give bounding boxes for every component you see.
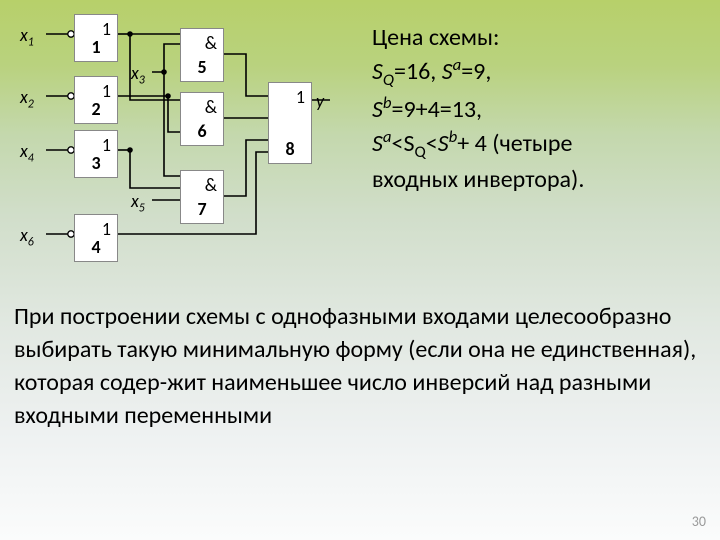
input-label-x6: x6	[20, 224, 34, 250]
gate-symbol: &	[181, 174, 217, 196]
junction-dot	[127, 147, 133, 153]
gate-g8: 18	[268, 82, 312, 164]
output-label-y: y	[316, 90, 324, 112]
cost-line3: Sb=9+4=13,	[372, 92, 702, 126]
wire	[222, 140, 268, 196]
gate-g2: 12	[74, 76, 118, 124]
cost-line5: входных инвертора).	[372, 164, 702, 196]
wire	[222, 54, 268, 96]
input-label-x1: x1	[20, 24, 34, 50]
gate-number: 1	[75, 36, 117, 58]
cost-line4: Sa<SQ<Sb+ 4 (четыре	[372, 126, 702, 163]
gate-g1: 11	[74, 14, 118, 62]
cost-text: Цена схемы: SQ=16, Sa=9, Sb=9+4=13, Sa<S…	[372, 22, 702, 196]
input-label-x2: x2	[20, 86, 34, 112]
wire	[130, 150, 180, 188]
gate-number: 8	[269, 138, 311, 160]
input-label-x3: x3	[131, 62, 145, 88]
gate-number: 5	[181, 56, 223, 78]
page-number: 30	[692, 513, 706, 530]
gate-number: 2	[75, 98, 117, 120]
gate-g4: 14	[74, 214, 118, 262]
gate-g3: 13	[74, 130, 118, 178]
cost-line2: SQ=16, Sa=9,	[372, 54, 702, 91]
gate-number: 4	[75, 236, 117, 258]
wire	[152, 44, 180, 72]
wire	[164, 72, 180, 176]
gate-number: 7	[181, 198, 223, 220]
bottom-paragraph: При построении схемы с однофазными входа…	[14, 300, 706, 432]
gate-number: 3	[75, 152, 117, 174]
wire	[168, 96, 180, 132]
gate-g5: &5	[180, 28, 224, 82]
gate-g6: &6	[180, 92, 224, 146]
gate-g7: &7	[180, 170, 224, 224]
wire	[238, 152, 268, 234]
gate-symbol: 1	[269, 86, 305, 108]
input-label-x4: x4	[20, 140, 34, 166]
gate-symbol: &	[181, 32, 217, 54]
cost-line1: Цена схемы:	[372, 22, 702, 54]
gate-number: 6	[181, 120, 223, 142]
gate-symbol: &	[181, 96, 217, 118]
junction-dot	[127, 31, 133, 37]
input-label-x5: x5	[131, 190, 145, 216]
junction-dot	[161, 69, 167, 75]
junction-dot	[165, 93, 171, 99]
